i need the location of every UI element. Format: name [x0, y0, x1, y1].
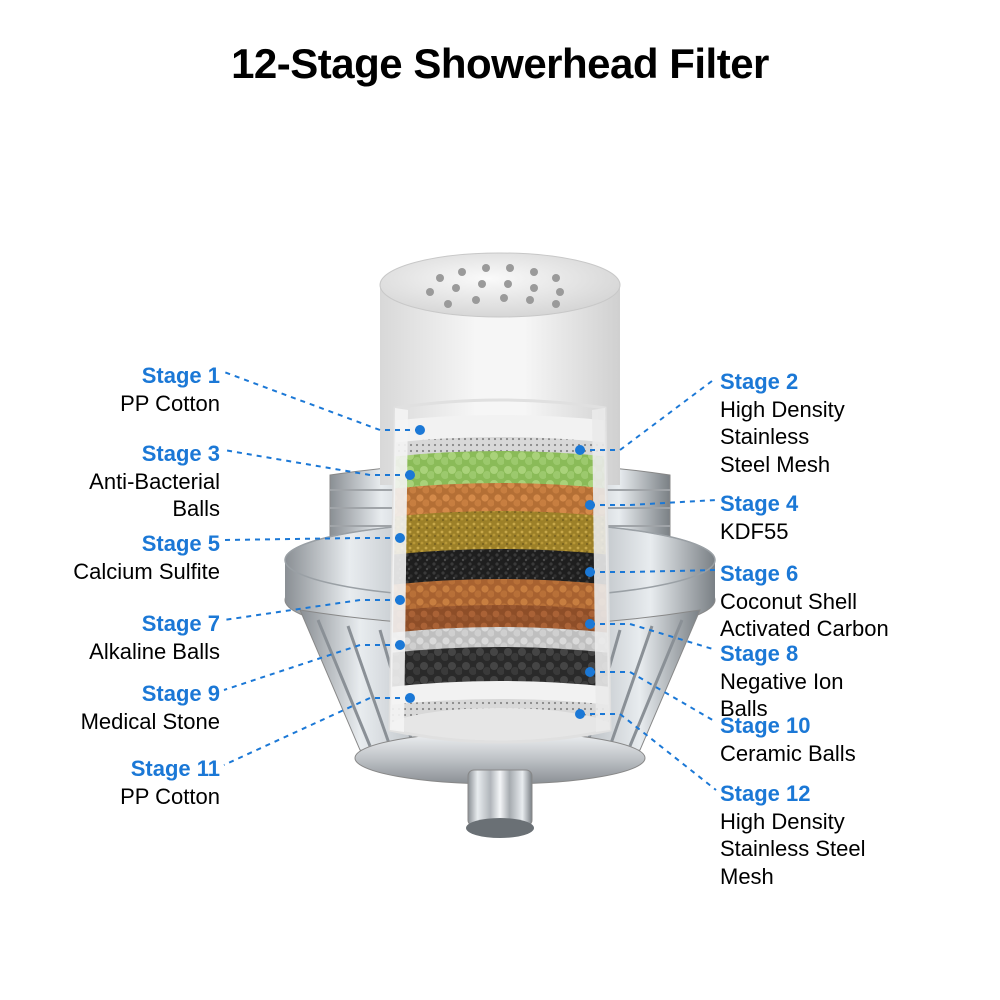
stage-name: Stage 6 — [720, 560, 950, 588]
stage-label-11: Stage 11PP Cotton — [10, 755, 220, 810]
stage-name: Stage 3 — [10, 440, 220, 468]
stage-desc: High DensityStainlessSteel Mesh — [720, 396, 950, 479]
stage-label-2: Stage 2High DensityStainlessSteel Mesh — [720, 368, 950, 478]
stage-name: Stage 1 — [10, 362, 220, 390]
stage-desc: Calcium Sulfite — [10, 558, 220, 586]
stage-name: Stage 5 — [10, 530, 220, 558]
stage-desc: Coconut ShellActivated Carbon — [720, 588, 950, 643]
stage-name: Stage 12 — [720, 780, 950, 808]
stage-name: Stage 2 — [720, 368, 950, 396]
stage-desc: Medical Stone — [10, 708, 220, 736]
stage-desc: KDF55 — [720, 518, 950, 546]
stage-desc: Ceramic Balls — [720, 740, 950, 768]
stage-label-10: Stage 10Ceramic Balls — [720, 712, 950, 767]
stage-desc: Anti-BacterialBalls — [10, 468, 220, 523]
stage-label-9: Stage 9Medical Stone — [10, 680, 220, 735]
stage-label-12: Stage 12High DensityStainless SteelMesh — [720, 780, 950, 890]
stage-label-4: Stage 4KDF55 — [720, 490, 950, 545]
stage-label-7: Stage 7Alkaline Balls — [10, 610, 220, 665]
stage-label-1: Stage 1PP Cotton — [10, 362, 220, 417]
stage-desc: PP Cotton — [10, 783, 220, 811]
stage-name: Stage 7 — [10, 610, 220, 638]
filter-diagram: Stage 1PP CottonStage 2High DensityStain… — [0, 130, 1000, 980]
stage-desc: Alkaline Balls — [10, 638, 220, 666]
stage-name: Stage 8 — [720, 640, 950, 668]
stage-name: Stage 10 — [720, 712, 950, 740]
stage-desc: High DensityStainless SteelMesh — [720, 808, 950, 891]
page-title: 12-Stage Showerhead Filter — [0, 40, 1000, 88]
stage-desc: PP Cotton — [10, 390, 220, 418]
stage-name: Stage 4 — [720, 490, 950, 518]
stage-label-8: Stage 8Negative IonBalls — [720, 640, 950, 723]
stage-label-3: Stage 3Anti-BacterialBalls — [10, 440, 220, 523]
stage-name: Stage 9 — [10, 680, 220, 708]
stage-label-6: Stage 6Coconut ShellActivated Carbon — [720, 560, 950, 643]
stage-name: Stage 11 — [10, 755, 220, 783]
stage-label-5: Stage 5Calcium Sulfite — [10, 530, 220, 585]
